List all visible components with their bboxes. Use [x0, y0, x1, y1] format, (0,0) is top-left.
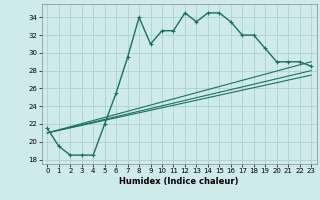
X-axis label: Humidex (Indice chaleur): Humidex (Indice chaleur): [119, 177, 239, 186]
